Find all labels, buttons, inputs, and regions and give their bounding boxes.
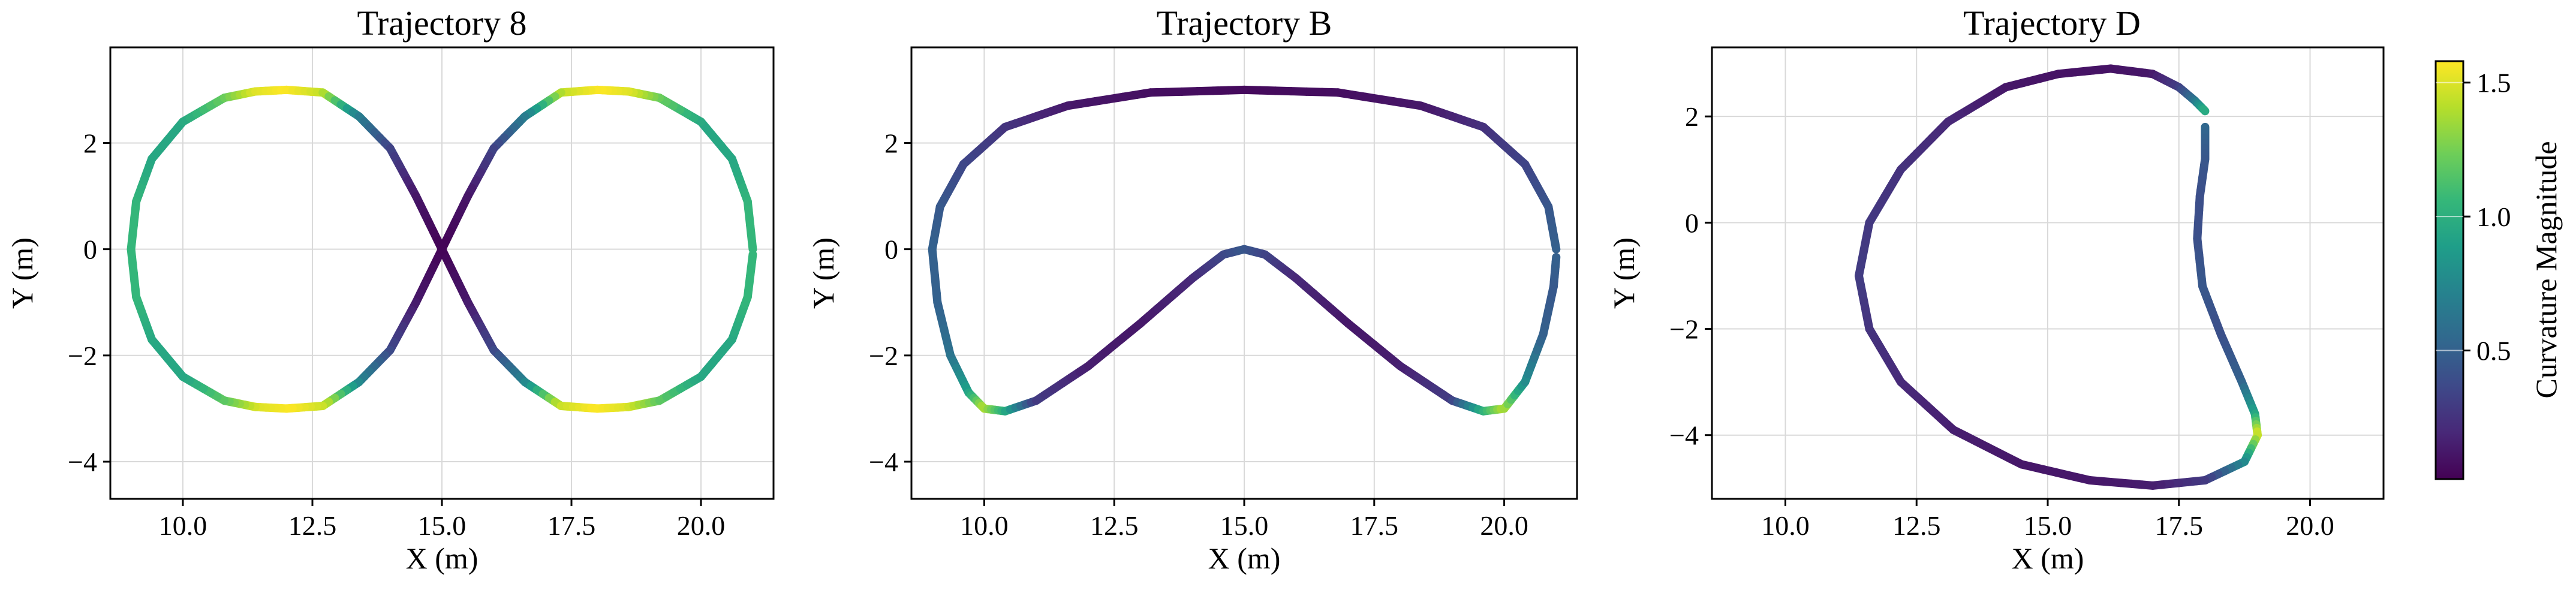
x-tick-label: 12.5 (1090, 510, 1139, 541)
x-tick-label: 17.5 (547, 510, 596, 541)
y-tick-label: 0 (1685, 207, 1699, 238)
x-axis-label: X (m) (2012, 541, 2084, 575)
x-tick-label: 15.0 (418, 510, 467, 541)
y-tick-label: −2 (1669, 314, 1699, 345)
x-axis-label: X (m) (406, 541, 479, 575)
x-axis-ticks: 10.0 12.5 15.0 17.5 20.0 (960, 499, 1528, 541)
x-tick-label: 10.0 (159, 510, 207, 541)
panel-trajectory-8: Trajectory 8 10.0 12.5 15.0 17.5 20.0 −4 −2 0 2… (5, 4, 774, 575)
y-axis-label: Y (m) (1607, 237, 1641, 309)
x-axis-label: X (m) (1208, 541, 1281, 575)
colorbar-label: Curvature Magnitude (2529, 141, 2563, 398)
x-tick-label: 20.0 (1480, 510, 1528, 541)
trajectory-segment (1556, 257, 1557, 262)
y-tick-label: 0 (884, 234, 898, 265)
grid (110, 47, 774, 499)
colorbar-tick-label: 1.5 (2476, 68, 2511, 98)
y-axis-ticks: −4 −2 0 2 (869, 128, 911, 477)
y-axis-ticks: −4 −2 0 2 (68, 128, 110, 477)
panel-trajectory-d: Trajectory D 10.0 12.5 15.0 17.5 20.0 −4 −2 0 2… (1607, 4, 2384, 575)
panel-title: Trajectory D (1963, 4, 2141, 43)
y-tick-label: 2 (83, 128, 97, 158)
x-tick-label: 20.0 (2286, 510, 2334, 541)
colorbar-tick-label: 0.5 (2476, 336, 2511, 366)
trajectory-segment (2204, 109, 2205, 111)
colorbar: 0.5 1.0 1.5 Curvature Magnitude (2436, 61, 2563, 479)
x-tick-label: 12.5 (288, 510, 337, 541)
y-tick-label: −2 (68, 341, 97, 371)
trajectory-segment (752, 254, 753, 261)
x-tick-label: 12.5 (1892, 510, 1941, 541)
y-tick-label: 0 (83, 234, 97, 265)
grid (1712, 47, 2384, 499)
trajectory-curve (1859, 68, 2258, 485)
y-axis-ticks: −4 −2 0 2 (1669, 101, 1712, 451)
x-tick-label: 10.0 (960, 510, 1009, 541)
panel-title: Trajectory B (1157, 4, 1332, 43)
y-tick-label: −4 (1669, 420, 1699, 451)
panel-title: Trajectory 8 (357, 4, 527, 43)
x-axis-ticks: 10.0 12.5 15.0 17.5 20.0 (159, 499, 726, 541)
y-axis-label: Y (m) (5, 237, 39, 309)
y-tick-label: −4 (68, 447, 97, 477)
y-tick-label: −4 (869, 447, 898, 477)
x-tick-label: 17.5 (1350, 510, 1399, 541)
colorbar-gradient (2436, 61, 2463, 479)
x-tick-label: 17.5 (2155, 510, 2204, 541)
panel-trajectory-b: Trajectory B 10.0 12.5 15.0 17.5 20.0 −4 −2 0 2… (806, 4, 1577, 575)
y-tick-label: 2 (1685, 101, 1699, 132)
x-tick-label: 15.0 (2024, 510, 2072, 541)
x-axis-ticks: 10.0 12.5 15.0 17.5 20.0 (1761, 499, 2334, 541)
y-tick-label: 2 (884, 128, 898, 158)
colorbar-tick-label: 1.0 (2476, 201, 2511, 232)
grid (911, 47, 1577, 499)
x-tick-label: 15.0 (1220, 510, 1269, 541)
y-tick-label: −2 (869, 341, 898, 371)
y-axis-label: Y (m) (806, 237, 840, 309)
x-tick-label: 20.0 (677, 510, 726, 541)
x-tick-label: 10.0 (1761, 510, 1810, 541)
